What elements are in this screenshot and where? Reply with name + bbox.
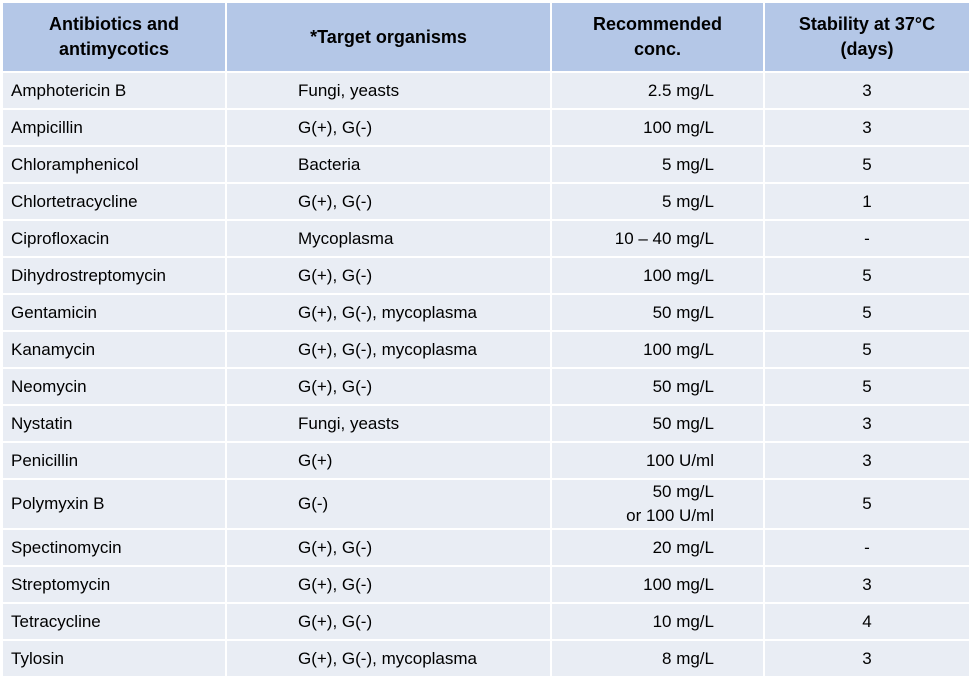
cell-conc: 50 mg/L — [552, 295, 765, 332]
cell-target: Bacteria — [227, 147, 552, 184]
table-row: Ampicillin G(+), G(-) 100 mg/L 3 — [3, 110, 971, 147]
cell-name: Spectinomycin — [3, 530, 227, 567]
cell-target: G(+), G(-) — [227, 369, 552, 406]
table-row: Kanamycin G(+), G(-), mycoplasma 100 mg/… — [3, 332, 971, 369]
cell-target: G(+), G(-) — [227, 604, 552, 641]
antibiotics-table: Antibiotics and antimycotics *Target org… — [3, 3, 971, 678]
cell-name: Amphotericin B — [3, 73, 227, 110]
table-row: Ciprofloxacin Mycoplasma 10 – 40 mg/L - — [3, 221, 971, 258]
cell-conc: 8 mg/L — [552, 641, 765, 678]
cell-name: Streptomycin — [3, 567, 227, 604]
table-row: Polymyxin B G(-) 50 mg/L or 100 U/ml 5 — [3, 480, 971, 530]
cell-conc: 20 mg/L — [552, 530, 765, 567]
header-row: Antibiotics and antimycotics *Target org… — [3, 3, 971, 73]
cell-stability: - — [765, 221, 971, 258]
cell-name: Dihydrostreptomycin — [3, 258, 227, 295]
header-antibiotics: Antibiotics and antimycotics — [3, 3, 227, 73]
header-conc-line2: conc. — [633, 39, 681, 59]
cell-target: G(+), G(-) — [227, 567, 552, 604]
cell-conc: 100 mg/L — [552, 258, 765, 295]
cell-conc: 100 mg/L — [552, 567, 765, 604]
table-row: Tylosin G(+), G(-), mycoplasma 8 mg/L 3 — [3, 641, 971, 678]
cell-conc-line1: 50 mg/L — [652, 482, 714, 501]
header-stability: Stability at 37°C (days) — [765, 3, 971, 73]
cell-conc: 50 mg/L or 100 U/ml — [552, 480, 765, 530]
table-header: Antibiotics and antimycotics *Target org… — [3, 3, 971, 73]
cell-stability: 5 — [765, 332, 971, 369]
cell-target: G(+), G(-) — [227, 110, 552, 147]
cell-stability: 4 — [765, 604, 971, 641]
cell-name: Penicillin — [3, 443, 227, 480]
header-antibiotics-line1: Antibiotics and — [49, 14, 179, 34]
cell-target: G(+) — [227, 443, 552, 480]
cell-stability: 5 — [765, 295, 971, 332]
table-row: Chloramphenicol Bacteria 5 mg/L 5 — [3, 147, 971, 184]
cell-name: Gentamicin — [3, 295, 227, 332]
cell-target: G(-) — [227, 480, 552, 530]
cell-stability: 3 — [765, 443, 971, 480]
cell-target: G(+), G(-) — [227, 184, 552, 221]
table-row: Nystatin Fungi, yeasts 50 mg/L 3 — [3, 406, 971, 443]
cell-target: Fungi, yeasts — [227, 406, 552, 443]
cell-stability: 3 — [765, 73, 971, 110]
cell-name: Ciprofloxacin — [3, 221, 227, 258]
table-row: Gentamicin G(+), G(-), mycoplasma 50 mg/… — [3, 295, 971, 332]
cell-stability: 3 — [765, 110, 971, 147]
cell-conc: 5 mg/L — [552, 184, 765, 221]
cell-target: Mycoplasma — [227, 221, 552, 258]
cell-conc: 5 mg/L — [552, 147, 765, 184]
cell-conc-line2: or 100 U/ml — [626, 506, 714, 525]
cell-stability: 5 — [765, 258, 971, 295]
cell-stability: 5 — [765, 147, 971, 184]
table-row: Amphotericin B Fungi, yeasts 2.5 mg/L 3 — [3, 73, 971, 110]
cell-target: Fungi, yeasts — [227, 73, 552, 110]
cell-target: G(+), G(-) — [227, 530, 552, 567]
cell-target: G(+), G(-), mycoplasma — [227, 295, 552, 332]
table-row: Penicillin G(+) 100 U/ml 3 — [3, 443, 971, 480]
cell-name: Chloramphenicol — [3, 147, 227, 184]
table-row: Neomycin G(+), G(-) 50 mg/L 5 — [3, 369, 971, 406]
table-body: Amphotericin B Fungi, yeasts 2.5 mg/L 3 … — [3, 73, 971, 678]
header-stability-line2: (days) — [840, 39, 894, 59]
cell-name: Kanamycin — [3, 332, 227, 369]
cell-stability: 3 — [765, 641, 971, 678]
header-target-label: *Target organisms — [310, 26, 467, 47]
header-stability-line1: Stability at 37°C — [798, 14, 936, 34]
cell-stability: 3 — [765, 567, 971, 604]
table-row: Dihydrostreptomycin G(+), G(-) 100 mg/L … — [3, 258, 971, 295]
header-target-organisms: *Target organisms — [227, 3, 552, 73]
cell-conc: 100 mg/L — [552, 332, 765, 369]
cell-name: Nystatin — [3, 406, 227, 443]
header-conc-line1: Recommended — [592, 14, 723, 34]
cell-target: G(+), G(-) — [227, 258, 552, 295]
cell-stability: - — [765, 530, 971, 567]
cell-conc: 2.5 mg/L — [552, 73, 765, 110]
cell-conc: 100 U/ml — [552, 443, 765, 480]
cell-target: G(+), G(-), mycoplasma — [227, 332, 552, 369]
table-row: Spectinomycin G(+), G(-) 20 mg/L - — [3, 530, 971, 567]
cell-name: Chlortetracycline — [3, 184, 227, 221]
cell-stability: 1 — [765, 184, 971, 221]
header-antibiotics-line2: antimycotics — [58, 39, 170, 59]
cell-target: G(+), G(-), mycoplasma — [227, 641, 552, 678]
cell-name: Polymyxin B — [3, 480, 227, 530]
table-row: Chlortetracycline G(+), G(-) 5 mg/L 1 — [3, 184, 971, 221]
cell-name: Neomycin — [3, 369, 227, 406]
cell-stability: 3 — [765, 406, 971, 443]
header-recommended-conc: Recommended conc. — [552, 3, 765, 73]
table-row: Tetracycline G(+), G(-) 10 mg/L 4 — [3, 604, 971, 641]
cell-stability: 5 — [765, 369, 971, 406]
cell-stability: 5 — [765, 480, 971, 530]
cell-conc: 10 – 40 mg/L — [552, 221, 765, 258]
cell-conc: 10 mg/L — [552, 604, 765, 641]
cell-conc: 50 mg/L — [552, 406, 765, 443]
cell-name: Tylosin — [3, 641, 227, 678]
table-row: Streptomycin G(+), G(-) 100 mg/L 3 — [3, 567, 971, 604]
cell-name: Tetracycline — [3, 604, 227, 641]
cell-name: Ampicillin — [3, 110, 227, 147]
cell-conc: 100 mg/L — [552, 110, 765, 147]
cell-conc: 50 mg/L — [552, 369, 765, 406]
